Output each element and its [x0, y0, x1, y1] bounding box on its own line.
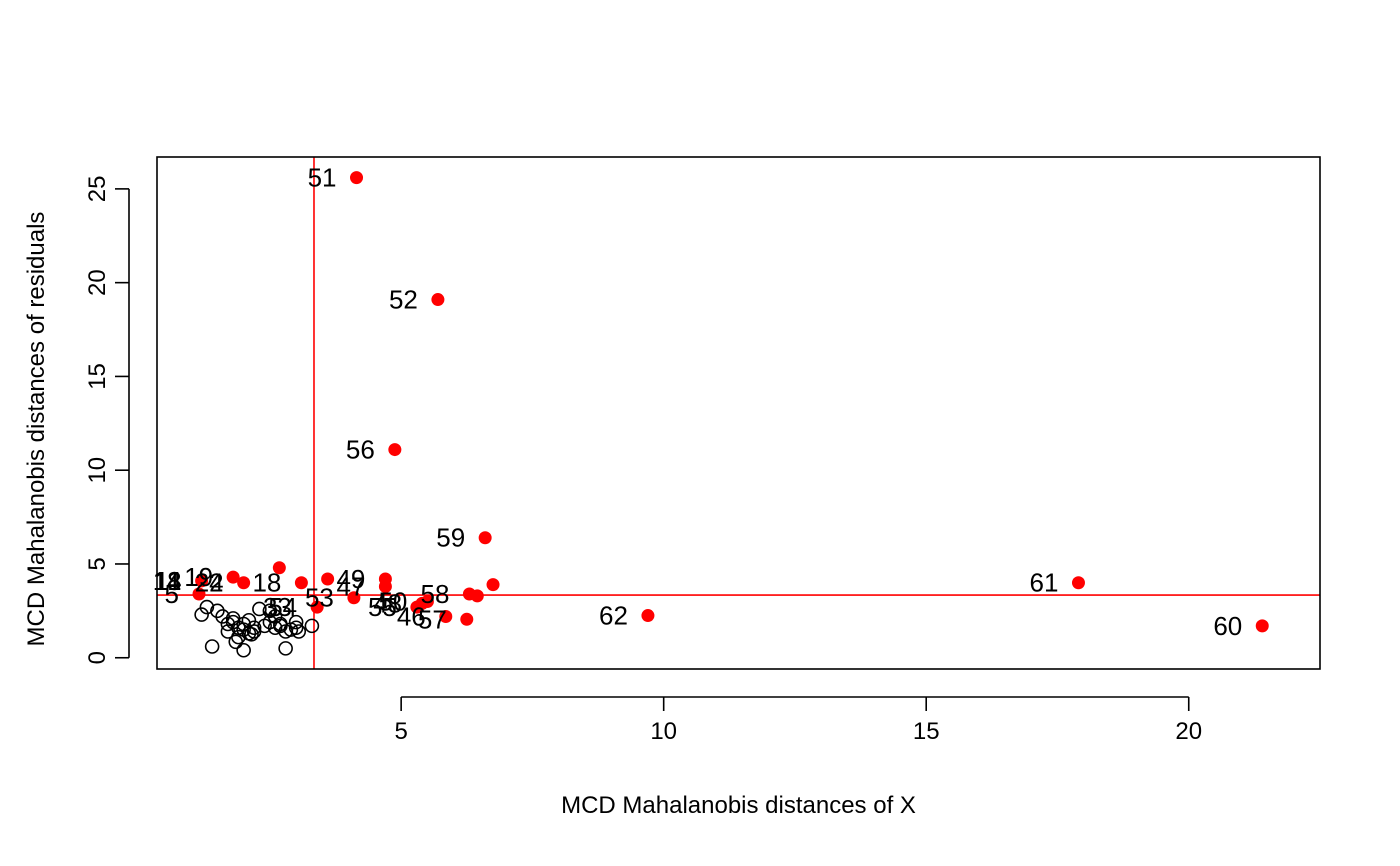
point-label: 60 [1213, 611, 1242, 641]
point-label: 62 [599, 601, 628, 631]
point-label: 52 [389, 285, 418, 315]
regular-point [288, 614, 304, 630]
point-label: 47 [336, 571, 365, 601]
y-tick-label: 15 [84, 363, 111, 390]
x-tick-label: 15 [913, 718, 940, 745]
point-label: 57 [418, 604, 447, 634]
point-label: 5 [165, 579, 179, 609]
y-tick-label: 25 [84, 176, 111, 203]
outlier-point [350, 171, 364, 185]
point-label: 19 [184, 562, 213, 592]
outlier-point [192, 587, 206, 601]
outlier-point [272, 561, 286, 575]
regular-point [228, 634, 244, 650]
point-label: 59 [436, 523, 465, 553]
point-label: 54 [268, 592, 297, 622]
y-tick-label: 5 [84, 557, 111, 570]
outlier-point [294, 576, 308, 590]
point-label: 51 [308, 163, 337, 193]
point-label: 49 [336, 564, 365, 594]
y-tick-label: 10 [84, 457, 111, 484]
point-label: 11 [155, 566, 182, 596]
outlier-point [410, 600, 424, 614]
point-label: 46 [397, 601, 426, 631]
outlier-point [431, 293, 445, 307]
point-label: 18 [252, 568, 281, 598]
outlier-point [195, 574, 209, 588]
point-label: 8 [167, 566, 181, 596]
y-tick-label: 0 [84, 651, 111, 664]
point-label: 53 [305, 583, 334, 613]
regular-point [252, 601, 267, 617]
point-label: 4 [209, 568, 223, 598]
outlier-point [388, 443, 402, 457]
regular-point [199, 599, 215, 615]
point-label: 50 [378, 586, 407, 616]
outlier-point [641, 609, 655, 623]
outlier-point [310, 600, 324, 614]
outlier-point [1255, 619, 1269, 633]
point-label: 48 [373, 588, 402, 618]
regular-point [288, 620, 304, 636]
regular-point [204, 639, 220, 654]
outlier-point [347, 591, 361, 605]
x-tick-label: 20 [1175, 718, 1202, 745]
regular-point [278, 641, 293, 656]
outlier-point [378, 579, 392, 593]
axes: 5 10 15 20 0 5 10 15 20 25 [84, 176, 1202, 745]
regular-point [194, 607, 209, 622]
outlier-point [470, 589, 484, 603]
outlier-point [1071, 576, 1085, 590]
point-label: 58 [420, 579, 449, 609]
regular-point [236, 642, 251, 658]
point-label: 55 [368, 592, 397, 622]
y-tick-label: 20 [84, 269, 111, 296]
outlier-point [478, 531, 492, 545]
outlier-point [237, 576, 251, 590]
regular-point [244, 627, 259, 642]
x-tick-label: 5 [394, 718, 407, 745]
point-label: 33 [263, 592, 292, 622]
point-label: 22 [195, 568, 224, 598]
regular-point [246, 620, 262, 636]
point-label: 56 [346, 435, 375, 465]
x-tick-label: 10 [650, 718, 677, 745]
outlier-point [226, 570, 240, 584]
point-label: 61 [1030, 568, 1059, 598]
x-axis-label: MCD Mahalanobis distances of X [561, 792, 916, 819]
regular-point [304, 618, 320, 634]
outlier-point [439, 609, 453, 623]
y-axis-label: MCD Mahalanobis distances of residuals [23, 212, 50, 647]
plot-frame [156, 156, 1321, 670]
outlier-point [321, 572, 335, 586]
outlier-point [420, 594, 434, 608]
outlier-point [486, 578, 500, 592]
regular-point [291, 624, 307, 639]
outlier-point [460, 612, 474, 626]
